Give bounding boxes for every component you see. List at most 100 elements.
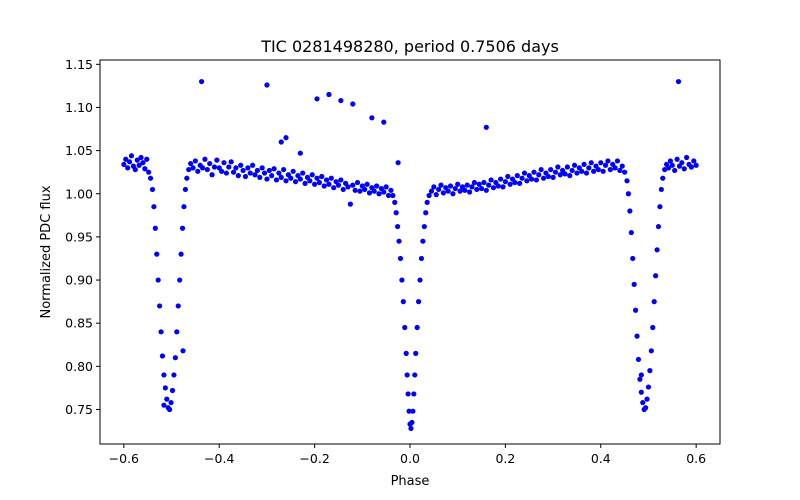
data-point <box>161 372 167 378</box>
data-point <box>180 348 186 354</box>
data-point <box>490 185 497 191</box>
data-point <box>123 156 129 162</box>
data-point <box>374 183 380 189</box>
data-point <box>583 170 590 176</box>
data-point <box>669 162 675 168</box>
data-point <box>214 157 220 163</box>
data-point <box>204 166 210 173</box>
data-point <box>264 82 270 88</box>
data-point <box>564 164 570 170</box>
data-point <box>455 181 461 187</box>
data-point <box>292 179 299 185</box>
data-point <box>622 169 628 175</box>
data-point <box>142 166 148 172</box>
data-point <box>404 372 410 378</box>
data-point <box>660 175 666 181</box>
data-point <box>392 199 398 205</box>
data-point <box>630 255 636 262</box>
data-point <box>426 192 432 199</box>
y-tick-label: 0.85 <box>65 316 93 331</box>
data-point <box>413 350 419 356</box>
data-point <box>350 101 356 107</box>
data-point <box>517 180 523 186</box>
data-point <box>252 172 258 178</box>
data-point <box>125 165 131 171</box>
data-point <box>632 307 639 313</box>
data-point <box>640 399 646 406</box>
data-point <box>464 182 470 188</box>
data-point <box>290 168 296 174</box>
data-point <box>157 303 163 309</box>
data-point <box>283 135 289 141</box>
data-point <box>323 177 330 183</box>
data-point <box>498 176 504 182</box>
data-point <box>331 185 337 191</box>
data-point <box>172 355 178 361</box>
data-point <box>233 165 239 171</box>
data-point <box>371 188 377 194</box>
data-point <box>316 179 322 186</box>
data-point <box>436 186 442 193</box>
data-point <box>562 171 568 177</box>
data-point <box>364 181 370 187</box>
data-point <box>635 356 642 363</box>
data-point <box>366 190 373 196</box>
data-point <box>151 204 157 210</box>
data-point <box>619 163 625 169</box>
data-point <box>266 167 272 174</box>
data-point <box>469 184 475 190</box>
data-point <box>228 159 234 165</box>
data-point <box>314 96 320 102</box>
y-tick-label: 0.80 <box>65 359 93 374</box>
data-point <box>393 210 399 216</box>
data-point <box>326 91 332 98</box>
data-point <box>411 391 417 397</box>
data-point <box>400 299 406 305</box>
data-point <box>418 255 425 262</box>
data-point <box>648 348 654 354</box>
data-point <box>209 172 215 178</box>
data-point <box>679 160 685 166</box>
data-point <box>154 251 160 257</box>
data-point <box>347 201 353 207</box>
data-point <box>314 175 320 181</box>
data-point <box>278 139 284 145</box>
data-point <box>414 324 420 331</box>
data-point <box>431 184 437 190</box>
data-point <box>302 180 308 186</box>
data-point <box>653 273 659 279</box>
data-point <box>188 160 194 167</box>
data-point <box>548 166 554 173</box>
data-point <box>264 176 270 182</box>
data-point <box>140 160 146 166</box>
data-point <box>257 174 263 180</box>
data-point <box>500 184 506 190</box>
data-point <box>362 186 368 193</box>
data-point <box>278 174 284 180</box>
data-point <box>309 172 315 178</box>
data-point <box>345 184 351 190</box>
data-point <box>647 368 653 374</box>
data-point <box>598 160 604 166</box>
data-point <box>667 158 674 164</box>
data-point <box>462 187 468 193</box>
data-point <box>538 166 544 173</box>
data-point <box>134 157 140 163</box>
data-point <box>182 186 188 193</box>
data-point <box>665 165 672 171</box>
data-point <box>628 229 634 236</box>
data-point <box>167 406 173 413</box>
data-point <box>681 166 687 172</box>
data-point <box>369 115 375 121</box>
data-point <box>402 324 408 331</box>
y-axis-ticks: 0.75 0.80 0.85 0.90 0.95 1.00 1.05 1.10 1.15 <box>65 57 100 417</box>
data-point <box>281 166 287 173</box>
x-tick-label: 0.4 <box>591 451 611 466</box>
data-point <box>657 204 663 210</box>
data-point <box>607 166 613 173</box>
data-point <box>297 150 303 156</box>
data-point <box>186 166 192 173</box>
data-point <box>177 277 183 283</box>
data-point <box>271 166 277 172</box>
